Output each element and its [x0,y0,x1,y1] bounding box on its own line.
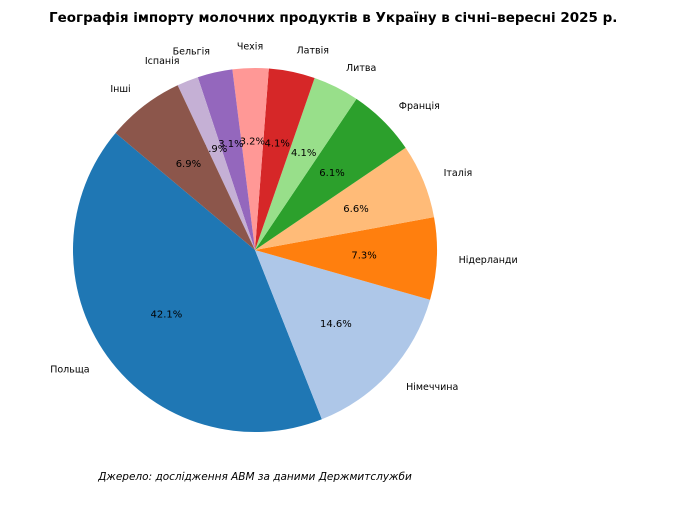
slice-label-3: Італія [444,168,473,179]
slice-label-5: Литва [346,63,376,74]
pie-slice-7 [232,68,269,250]
pie-slice-1 [255,250,431,420]
pie-slice-9 [177,77,255,250]
slice-percent-1: 14.6% [320,319,352,330]
slice-percent-5: 4.1% [291,148,316,159]
pie-slice-4 [255,98,406,251]
pie-slice-5 [255,78,357,250]
slice-percent-7: 3.2% [240,136,265,147]
slice-percent-8: 3.1% [218,139,243,150]
slice-label-9: Іспанія [145,56,180,67]
slice-percent-0: 42.1% [151,309,183,320]
slice-percent-4: 6.1% [319,168,344,179]
chart-title: Географія імпорту молочних продуктів в У… [49,10,618,26]
slice-percent-10: 6.9% [176,159,201,170]
slice-label-1: Німеччина [406,382,458,393]
slice-percent-9: 1.9% [202,144,227,155]
pie-slice-8 [197,69,255,250]
source-note: Джерело: дослідження АВМ за даними Держм… [98,471,412,483]
slice-label-0: Польща [50,365,89,376]
slice-label-4: Франція [399,101,440,112]
slice-label-6: Латвія [297,46,329,57]
slice-label-8: Бельгія [173,47,210,58]
slice-label-2: Нідерланди [459,255,518,266]
pie-slice-0 [72,133,322,433]
pie-slice-2 [255,217,437,300]
slice-label-10: Інші [110,84,130,95]
pie-slice-6 [255,68,315,250]
slice-percent-2: 7.3% [351,251,376,262]
pie-slice-3 [255,147,435,250]
slice-percent-3: 6.6% [343,204,368,215]
slice-percent-6: 4.1% [264,139,289,150]
slice-label-7: Чехія [237,42,263,53]
pie-slice-10 [115,85,255,251]
